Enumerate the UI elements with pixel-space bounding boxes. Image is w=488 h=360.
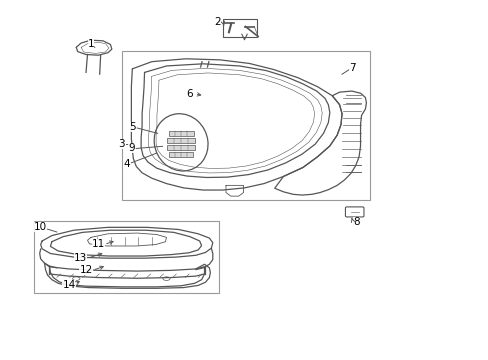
- Text: 2: 2: [214, 17, 221, 27]
- Text: 8: 8: [353, 217, 359, 227]
- Text: 7: 7: [349, 63, 355, 73]
- Bar: [34, 221, 219, 293]
- Text: 5: 5: [129, 122, 135, 132]
- Text: 4: 4: [123, 159, 129, 169]
- Text: 10: 10: [34, 222, 47, 232]
- Text: 12: 12: [79, 265, 92, 275]
- Text: 3: 3: [118, 139, 124, 149]
- Text: 1: 1: [87, 39, 94, 49]
- Text: 13: 13: [74, 253, 87, 263]
- Bar: [167, 145, 194, 150]
- Text: 14: 14: [62, 280, 76, 290]
- Bar: [168, 152, 193, 157]
- Text: 6: 6: [186, 89, 193, 99]
- Text: 11: 11: [91, 239, 104, 249]
- Text: 9: 9: [128, 143, 134, 153]
- Bar: [167, 138, 195, 143]
- Bar: [122, 51, 369, 200]
- Bar: [168, 131, 193, 136]
- Bar: [222, 19, 256, 37]
